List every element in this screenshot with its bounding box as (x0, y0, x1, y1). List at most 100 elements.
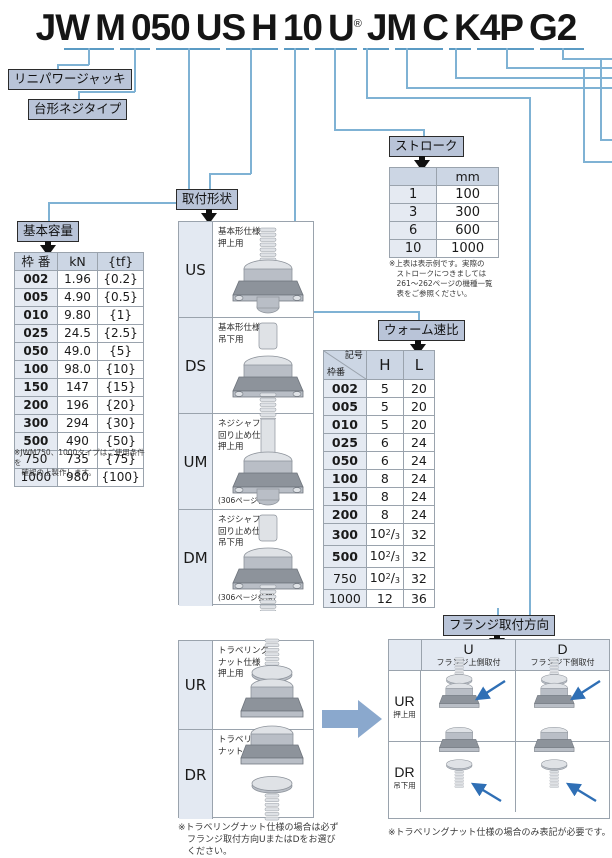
capacity-frame-no: 500 (14, 432, 58, 451)
callout-basic-capacity: 基本容量 (17, 221, 80, 242)
worm-h: 5 (365, 415, 404, 434)
worm-frame-no: 150 (323, 487, 367, 506)
table-row: 200 196 {20} (14, 396, 144, 415)
worm-h: 8 (365, 505, 404, 524)
callout-worm-ratio: ウォーム速比 (378, 320, 465, 341)
down-arrow-icon (414, 160, 430, 171)
mounting-shape-row-dm: DM ネジシャフト 回り止め仕様 吊下用 (306ページ参照) (179, 510, 313, 614)
model-code-segment-us: US (195, 7, 246, 49)
model-code-segment-u: U® (328, 7, 362, 49)
callout-stroke: ストローク (389, 136, 464, 157)
flange-cell-ur-d (516, 657, 610, 741)
registered-mark-icon: ® (353, 18, 362, 30)
leader-line (48, 202, 50, 222)
pointer-arrow-icon (568, 679, 602, 708)
jack-illustration (232, 227, 304, 314)
traveling-nut-note: ※トラベリングナット仕様の場合は必ず フランジ取付方向UまたはDをお選び くださ… (178, 823, 339, 857)
mounting-shape-code: DM (179, 510, 213, 606)
table-row: 300 294 {30} (14, 414, 144, 433)
capacity-frame-no: 005 (14, 288, 58, 307)
capacity-tf: {20} (97, 396, 144, 415)
capacity-frame-no: 100 (14, 360, 58, 379)
arrow-stem (419, 156, 425, 162)
worm-l: 24 (402, 487, 436, 506)
worm-l: 32 (402, 544, 436, 568)
table-row: 005 4.90 {0.5} (14, 288, 144, 307)
arrow-stem (494, 635, 500, 640)
worm-l: 24 (402, 433, 436, 452)
mounting-shape-code: US (179, 222, 213, 317)
flange-header-row: U フランジ上側取付 D フランジ下側取付 (389, 640, 609, 671)
leader-line (334, 48, 336, 130)
worm-frame-no: 010 (323, 415, 367, 434)
capacity-kn: 980 (56, 468, 99, 487)
model-code-segment-h: H (251, 7, 278, 49)
flange-column-d: D フランジ下側取付 (516, 640, 609, 670)
flange-direction-table: U フランジ上側取付 D フランジ下側取付 UR 押上用 (388, 639, 610, 819)
worm-l: 32 (402, 523, 436, 546)
mounting-shape-body: ネジシャフト 回り止め仕様 吊下用 (306ページ参照) (213, 510, 313, 614)
leader-line (209, 173, 211, 190)
worm-l: 36 (402, 588, 436, 608)
mounting-shape-table: US 基本形仕様 押上用 DS 基本形仕様 吊下用 UM ネジシャフト 回り止め仕様 … (178, 221, 315, 614)
table-row: 002 1.96 {0.2} (14, 270, 144, 289)
flange-column-u-code: U (463, 641, 474, 657)
stroke-code: 3 (388, 203, 438, 222)
jack-image (221, 315, 315, 424)
jack-image (433, 726, 488, 798)
leader-line (423, 129, 425, 137)
flange-column-d-code: D (557, 641, 568, 657)
flange-row-dr: DR 吊下用 (389, 727, 610, 812)
flange-column-u: U フランジ上側取付 (422, 640, 516, 670)
mounting-shape-page-ref: (306ページ参照) (218, 496, 276, 505)
leader-line (78, 91, 80, 100)
model-code-segment-m: M (95, 7, 126, 49)
worm-frame-no: 050 (323, 451, 367, 470)
capacity-table: 枠 番 kN {tf} 002 1.96 {0.2} 005 4.90 {0.5} 010 9… (14, 252, 144, 487)
callout-trapezoid-screw-type: 台形ネジタイプ (28, 99, 128, 120)
table-row: 3 300 (388, 203, 499, 222)
flange-row-code-text: DR (394, 763, 415, 780)
table-row: 025 24.5 {2.5} (14, 324, 144, 343)
table-row: 500 102/3 32 (323, 544, 436, 568)
table-row: 010 9.80 {1} (14, 306, 144, 325)
capacity-tf: {30} (97, 414, 144, 433)
leader-line (57, 64, 59, 70)
stroke-mm: 300 (436, 203, 499, 222)
worm-h: 8 (365, 487, 404, 506)
jack-image (528, 726, 583, 798)
stroke-header-blank (388, 167, 438, 186)
table-row: 10 1000 (388, 239, 499, 258)
table-row: 050 6 24 (323, 451, 436, 470)
table-row: 6 600 (388, 221, 499, 240)
arrow-stem (415, 340, 421, 346)
model-code-segment-10: 10 (282, 7, 323, 49)
capacity-kn: 98.0 (56, 360, 99, 379)
flange-row-code: UR 押上用 (389, 671, 421, 741)
stroke-table-note: ※上表は表示例です。実際の ストロークにつきましては 261～262ページの機種… (389, 259, 493, 298)
worm-corner-bottom: 枠番 (327, 368, 346, 378)
flange-column-d-label: フランジ下側取付 (530, 658, 595, 667)
leader-line (334, 129, 424, 131)
traveling-nut-description: トラベリング ナット仕様 押上用 (218, 646, 270, 679)
capacity-frame-no: 750 (14, 450, 58, 469)
jack-image (433, 655, 488, 727)
stroke-code: 6 (388, 221, 438, 240)
leader-line (529, 97, 531, 617)
worm-frame-no: 025 (323, 433, 367, 452)
leader-line (366, 48, 368, 98)
capacity-frame-no: 010 (14, 306, 58, 325)
flange-cell-dr-d (516, 727, 610, 812)
jack-flange-illustration (439, 727, 480, 788)
model-code-segment-k4p: K4P (454, 7, 524, 49)
traveling-nut-table: UR トラベリング ナット仕様 押上用 DR トラベリング ナット仕様 (178, 638, 314, 821)
mounting-shape-code: UM (179, 414, 213, 509)
table-header-row: 枠 番 kN {tf} (14, 252, 144, 271)
worm-h: 8 (365, 469, 404, 488)
stroke-mm: 100 (436, 185, 499, 204)
stroke-header-mm: mm (436, 167, 499, 186)
traveling-nut-body: トラベリング ナット仕様 (213, 725, 313, 821)
worm-l: 20 (402, 379, 436, 398)
table-header-row: mm (388, 167, 499, 186)
worm-frame-no: 005 (323, 397, 367, 416)
